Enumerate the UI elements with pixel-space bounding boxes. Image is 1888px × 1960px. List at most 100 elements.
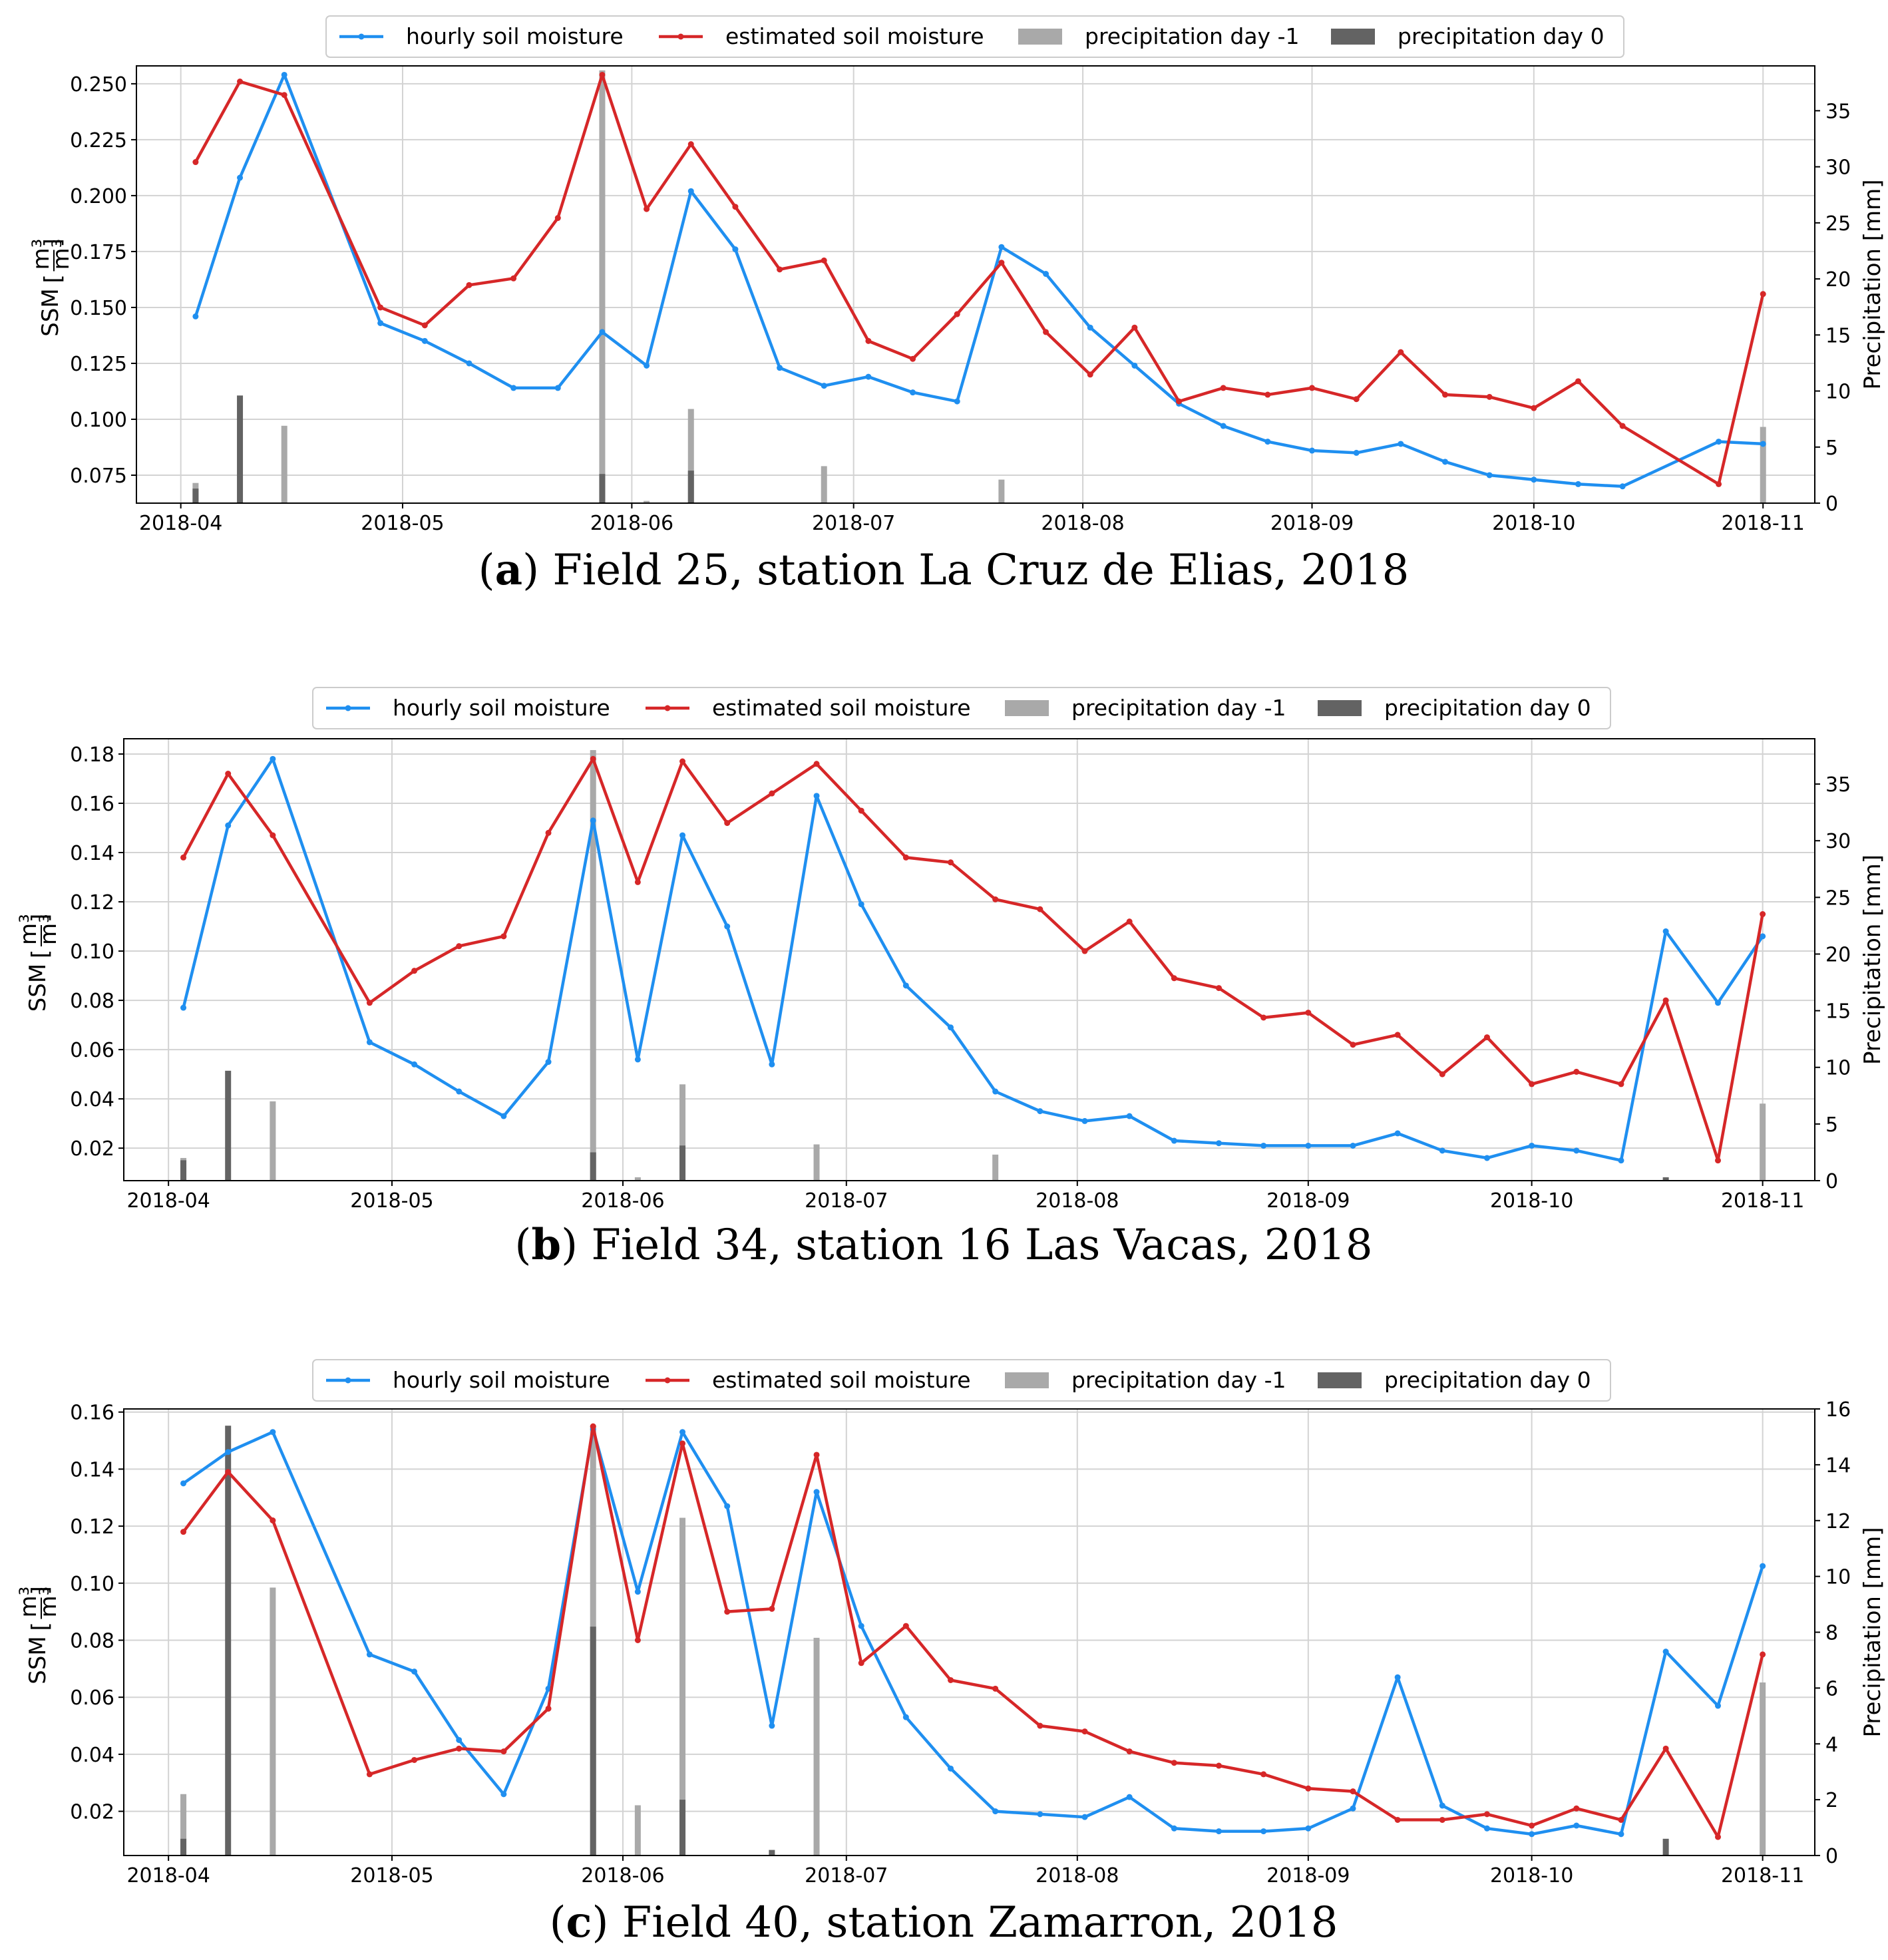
y-tick-label: 0.02	[70, 1801, 114, 1824]
hourly-soil-moisture-point	[599, 329, 606, 335]
hourly-soil-moisture-point	[1037, 1811, 1043, 1818]
hourly-soil-moisture-point	[1714, 1000, 1721, 1006]
hourly-soil-moisture-point	[1081, 1117, 1088, 1124]
gridlines	[124, 739, 1815, 1181]
hourly-soil-moisture-point	[998, 244, 1005, 250]
y-tick-label: 0.200	[70, 185, 127, 208]
precipitation-prev-bar	[679, 1517, 686, 1856]
hourly-soil-moisture-point	[769, 1061, 775, 1068]
hourly-soil-moisture-point	[634, 1589, 641, 1595]
x-tick-label: 2018-11	[1721, 1864, 1804, 1887]
y2-tick-label: 10	[1825, 381, 1851, 404]
hourly-soil-moisture-point	[500, 1113, 507, 1119]
hourly-soil-moisture-point	[1618, 1157, 1624, 1164]
x-tick-label: 2018-08	[1036, 1189, 1119, 1213]
precipitation-day0-bar	[687, 471, 694, 503]
hourly-soil-moisture-point	[1483, 1155, 1490, 1161]
estimated-soil-moisture-point	[1441, 391, 1448, 398]
y2-tick-label: 20	[1825, 943, 1851, 966]
hourly-soil-moisture-line	[182, 757, 1764, 1162]
precipitation-prev-bar	[1760, 427, 1766, 503]
y2-tick-label: 6	[1825, 1677, 1838, 1700]
x-tick-label: 2018-09	[1266, 1189, 1350, 1213]
estimated-soil-moisture-point	[902, 854, 909, 861]
hourly-soil-moisture-series	[180, 755, 1766, 1164]
estimated-soil-moisture-point	[1714, 1157, 1721, 1164]
precipitation-prev-bar	[270, 1101, 276, 1181]
x-tick-label: 2018-11	[1722, 512, 1805, 535]
y-tick-label: 0.10	[70, 1573, 114, 1596]
y-tick-label: 0.075	[70, 465, 127, 488]
hourly-soil-moisture-point	[992, 1808, 999, 1815]
hourly-soil-moisture-point	[777, 365, 783, 371]
estimated-soil-moisture-point	[1714, 1834, 1721, 1840]
estimated-soil-moisture-point	[634, 1637, 641, 1643]
unit-open-bracket: [	[27, 950, 54, 958]
estimated-soil-moisture-point	[1619, 423, 1626, 429]
hourly-soil-moisture-point	[687, 188, 694, 194]
estimated-soil-moisture-point	[1350, 1788, 1356, 1795]
unit-denominator: m³	[48, 239, 75, 270]
x-tick-label: 2018-09	[1266, 1864, 1350, 1887]
estimated-soil-moisture-point	[466, 282, 472, 288]
hourly-soil-moisture-point	[421, 337, 428, 344]
hourly-soil-moisture-point	[1662, 1649, 1669, 1655]
hourly-soil-moisture-point	[1394, 1674, 1401, 1680]
estimated-soil-moisture-point	[1353, 396, 1360, 403]
estimated-soil-moisture-point	[1043, 329, 1049, 335]
y-axis-label: SSM	[37, 288, 64, 337]
legend-precip-prev-swatch	[1018, 29, 1062, 45]
x-tick-label: 2018-07	[805, 1864, 888, 1887]
precipitation-day0-bar	[769, 1850, 775, 1856]
hourly-soil-moisture-point	[1716, 439, 1722, 445]
precipitation-prev-bar	[634, 1177, 641, 1181]
precipitation-prev-bar	[634, 1805, 641, 1856]
estimated-soil-moisture-point	[821, 257, 827, 264]
estimated-soil-moisture-point	[1309, 385, 1316, 391]
y-tick-label: 0.250	[70, 73, 127, 97]
precipitation-day0-bar	[192, 489, 199, 503]
estimated-soil-moisture-series	[180, 1423, 1766, 1840]
y-tick-label: 0.14	[70, 1458, 114, 1481]
hourly-soil-moisture-point	[225, 822, 232, 829]
precipitation-prev-bar	[813, 1637, 820, 1856]
estimated-soil-moisture-point	[1662, 997, 1669, 1004]
hourly-soil-moisture-point	[679, 832, 686, 839]
hourly-soil-moisture-point	[1171, 1825, 1177, 1832]
estimated-soil-moisture-point	[679, 1440, 686, 1447]
unit-denominator: m³	[35, 914, 62, 945]
precipitation-day0-bar	[1662, 1838, 1669, 1856]
unit-close-bracket: ]	[27, 1586, 54, 1595]
legend-frame	[312, 687, 1611, 729]
precipitation-prev-bar	[644, 500, 650, 503]
caption-body: Field 25, station La Cruz de Elias, 2018	[552, 546, 1409, 595]
hourly-soil-moisture-point	[545, 1059, 552, 1066]
estimated-soil-moisture-point	[1662, 1745, 1669, 1752]
estimated-soil-moisture-point	[1394, 1816, 1401, 1823]
hourly-soil-moisture-point	[1483, 1825, 1490, 1832]
caption-open-paren: (	[478, 546, 495, 595]
estimated-soil-moisture-point	[1350, 1042, 1356, 1048]
hourly-soil-moisture-point	[634, 1056, 641, 1063]
hourly-soil-moisture-point	[1260, 1142, 1267, 1149]
hourly-soil-moisture-point	[1439, 1147, 1445, 1154]
caption-letter: c	[566, 1897, 592, 1947]
hourly-soil-moisture-point	[679, 1429, 686, 1436]
estimated-soil-moisture-point	[456, 943, 463, 950]
y-tick-label: 0.08	[70, 1629, 114, 1653]
y2-tick-label: 30	[1825, 830, 1851, 853]
estimated-soil-moisture-point	[1264, 391, 1271, 398]
estimated-soil-moisture-point	[1171, 1760, 1177, 1766]
estimated-soil-moisture-point	[1439, 1071, 1445, 1078]
hourly-soil-moisture-point	[644, 362, 650, 369]
caption-close-paren: )	[592, 1898, 622, 1947]
hourly-soil-moisture-point	[1043, 271, 1049, 278]
y2-tick-label: 25	[1825, 886, 1851, 910]
estimated-soil-moisture-point	[1398, 349, 1404, 355]
estimated-soil-moisture-point	[858, 1660, 864, 1666]
gridlines	[124, 1409, 1815, 1856]
estimated-soil-moisture-point	[948, 1676, 954, 1683]
estimated-soil-moisture-point	[769, 790, 775, 797]
estimated-soil-moisture-point	[1081, 948, 1088, 954]
